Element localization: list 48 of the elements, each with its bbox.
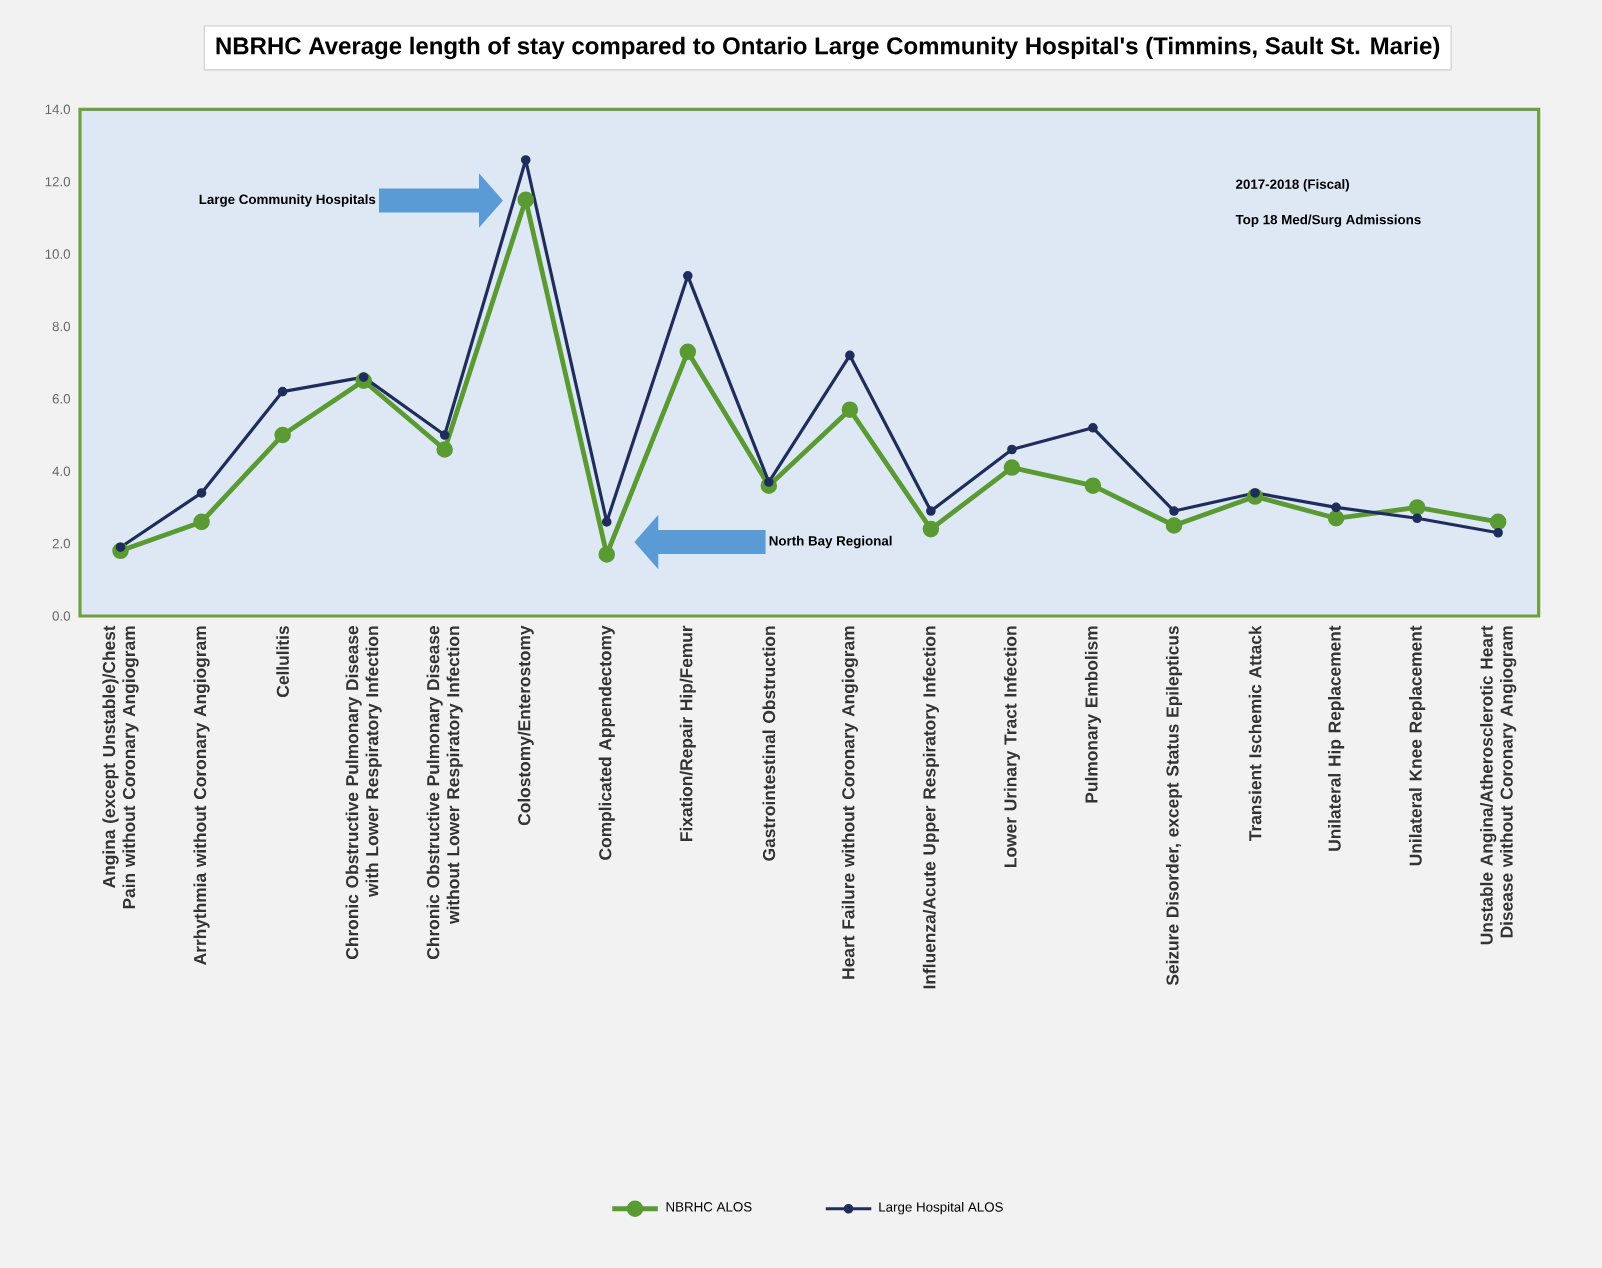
x-tick-label: Gastrointestinal Obstruction — [762, 626, 776, 861]
x-tick-label: Chronic Obstructive Pulmonary Disease with Lower Respiratory Infection — [345, 626, 382, 959]
point — [922, 520, 940, 538]
point — [598, 546, 616, 563]
point — [439, 430, 450, 440]
x-tick-label: Arrhythmia without Coronary Angiogram — [193, 626, 210, 965]
x-tick-label: Colostomy/Enterostomy — [517, 625, 534, 826]
point — [436, 441, 453, 458]
point — [926, 506, 936, 516]
point — [1169, 506, 1179, 516]
point — [1165, 517, 1183, 534]
point — [277, 386, 288, 397]
point — [115, 542, 126, 553]
x-tick-label: Complicated Appendectomy — [598, 625, 615, 860]
x-tick-label: Unilateral Knee Replacement — [1409, 625, 1426, 866]
x-tick-label: Angina (except Unstable)/Chest Pain without Coronary Angiogram — [102, 625, 139, 909]
point — [274, 426, 291, 444]
point — [1088, 422, 1098, 433]
point — [601, 517, 612, 527]
x-tick-label: Cellulitis — [276, 626, 289, 697]
point — [1084, 477, 1102, 494]
x-tick-label: Unilateral Hip Replacement — [1328, 625, 1345, 851]
point — [1327, 510, 1345, 527]
point — [845, 350, 855, 361]
point — [1331, 502, 1341, 513]
point — [1489, 513, 1507, 531]
x-tick-label: Transient Ischemic Attack — [1248, 625, 1262, 841]
point — [520, 155, 531, 165]
point — [1493, 527, 1503, 538]
x-tick-label: Fixation/Repair Hip/Femur — [679, 625, 696, 841]
point — [1408, 499, 1426, 516]
point — [1412, 513, 1422, 524]
x-tick-label: Pulmonary Embolism — [1084, 626, 1102, 803]
x-tick-label: Influenza/Acute Upper Respiratory Infection — [922, 626, 939, 989]
point — [196, 488, 207, 498]
point — [679, 343, 697, 361]
point — [682, 271, 693, 281]
x-tick-label: Seizure Disorder, except Status Epilepticus — [1165, 626, 1183, 986]
point — [358, 372, 369, 382]
chart-title: NBRHC Average length of stay compared to Ontario Large Community Hospital's (Timmins, Sault St. Marie) — [216, 36, 1440, 60]
x-tick-label: Lower Urinary Tract Infection — [1003, 626, 1020, 867]
point — [841, 401, 859, 418]
point — [517, 191, 534, 209]
x-tick-label: Unstable Angina/Atherosclerotic Heart Disease without Coronary Angiogram — [1480, 625, 1517, 945]
point — [193, 513, 210, 531]
point — [1007, 444, 1017, 455]
point — [1003, 459, 1021, 476]
x-tick-label: Heart Failure without Coronary Angiogram — [841, 626, 858, 979]
